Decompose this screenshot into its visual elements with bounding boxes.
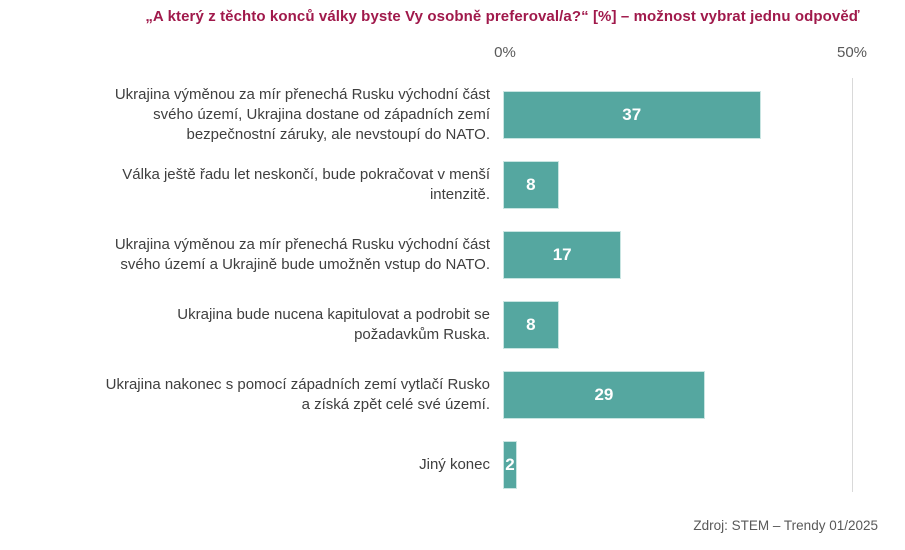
category-label: Ukrajina výměnou za mír přenechá Rusku v… bbox=[114, 86, 490, 143]
category-label: Jiný konec bbox=[419, 456, 490, 473]
chart-row: Válka ještě řadu let neskončí, bude pokr… bbox=[0, 150, 905, 220]
bar-track: 2 bbox=[503, 441, 851, 489]
bar-track: 29 bbox=[503, 371, 851, 419]
x-axis-tick-50: 50% bbox=[836, 44, 868, 61]
source-note: Zdroj: STEM – Trendy 01/2025 bbox=[693, 518, 878, 533]
chart-row: Ukrajina nakonec s pomocí západních zemí… bbox=[0, 360, 905, 430]
bar-value-label: 37 bbox=[622, 105, 642, 124]
bar: 2 bbox=[503, 441, 517, 489]
bar-value-label: 8 bbox=[526, 315, 536, 334]
bar-value-label: 29 bbox=[594, 385, 614, 404]
category-label: Ukrajina nakonec s pomocí západních zemí… bbox=[105, 376, 490, 413]
bar: 17 bbox=[503, 231, 622, 279]
gridline-50-percent bbox=[852, 78, 853, 492]
chart-rows: Ukrajina výměnou za mír přenechá Rusku v… bbox=[0, 80, 905, 500]
bar: 37 bbox=[503, 91, 761, 139]
bar-track: 17 bbox=[503, 231, 851, 279]
category-label: Ukrajina bude nucena kapitulovat a podro… bbox=[177, 306, 490, 343]
chart-row: Ukrajina výměnou za mír přenechá Rusku v… bbox=[0, 220, 905, 290]
category-label: Ukrajina výměnou za mír přenechá Rusku v… bbox=[114, 236, 490, 273]
bar: 8 bbox=[503, 161, 559, 209]
chart-title: „A který z těchto konců války byste Vy o… bbox=[145, 8, 860, 25]
bar-track: 8 bbox=[503, 161, 851, 209]
bar-value-label: 2 bbox=[505, 455, 515, 474]
bar-track: 37 bbox=[503, 91, 851, 139]
chart-row: Ukrajina bude nucena kapitulovat a podro… bbox=[0, 290, 905, 360]
bar-value-label: 8 bbox=[526, 175, 536, 194]
chart-row: Ukrajina výměnou za mír přenechá Rusku v… bbox=[0, 80, 905, 150]
x-axis-tick-0: 0% bbox=[494, 44, 516, 61]
bar: 8 bbox=[503, 301, 559, 349]
bar-value-label: 17 bbox=[552, 245, 572, 264]
bar-track: 8 bbox=[503, 301, 851, 349]
chart-row: Jiný konec 2 bbox=[0, 430, 905, 500]
category-label: Válka ještě řadu let neskončí, bude pokr… bbox=[122, 166, 490, 203]
bar: 29 bbox=[503, 371, 705, 419]
